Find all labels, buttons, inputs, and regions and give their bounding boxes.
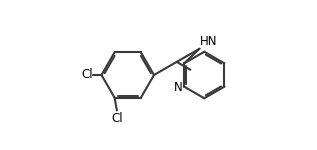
Text: HN: HN bbox=[200, 35, 218, 48]
Text: Cl: Cl bbox=[81, 69, 93, 81]
Text: N: N bbox=[174, 81, 182, 94]
Text: Cl: Cl bbox=[111, 112, 123, 125]
